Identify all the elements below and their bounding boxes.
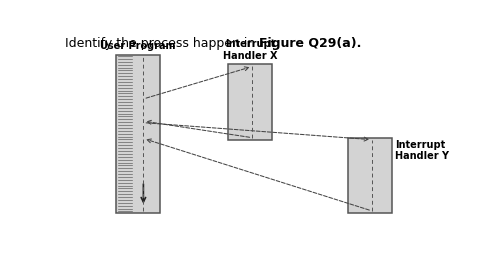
Text: Interrupt
Handler X: Interrupt Handler X	[223, 39, 277, 61]
Bar	[116, 54, 160, 213]
Text: Figure Q29(a).: Figure Q29(a).	[259, 37, 362, 50]
Bar	[348, 138, 392, 213]
Text: Identify the process happen in: Identify the process happen in	[65, 37, 259, 50]
Text: User Program: User Program	[100, 41, 176, 51]
Text: Interrupt
Handler Y: Interrupt Handler Y	[395, 140, 449, 161]
Bar	[228, 65, 272, 140]
